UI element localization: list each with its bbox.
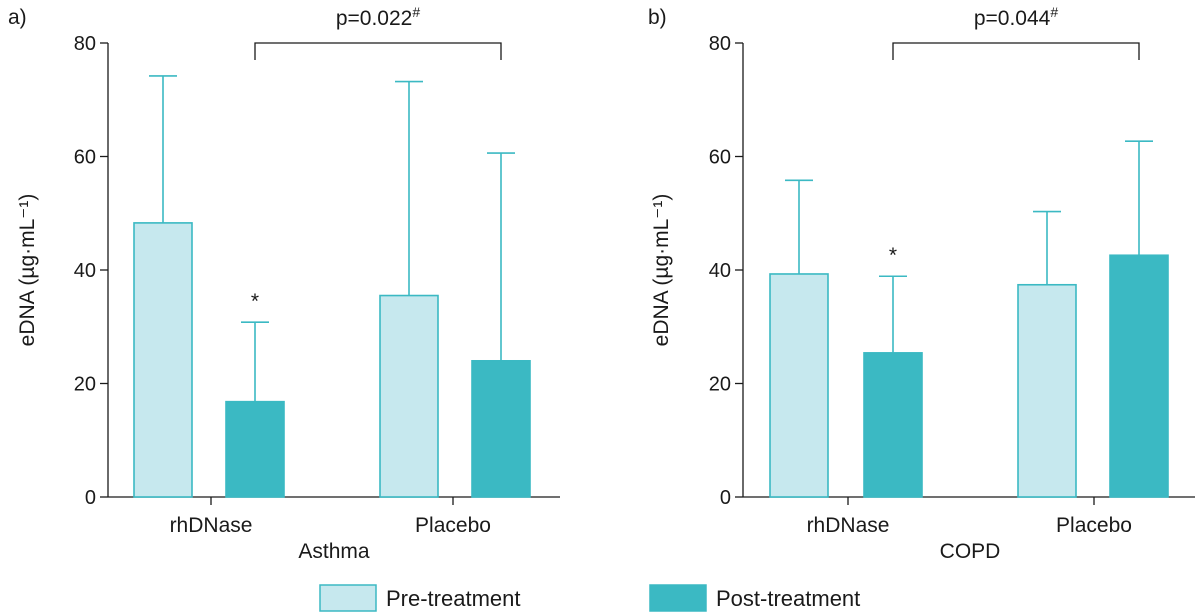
p-value-text: p=0.022 bbox=[336, 7, 413, 30]
y-axis-title-b: eDNA (µg·mL⁻¹) bbox=[650, 194, 673, 347]
p-value-superscript: # bbox=[412, 4, 420, 20]
comparison-bracket bbox=[892, 42, 1140, 60]
panel-copd: b) eDNA (µg·mL⁻¹) COPD 0 20 40 60 80 rhDNase P… bbox=[648, 4, 1195, 563]
y-axis-title-a: eDNA (µg·mL⁻¹) bbox=[16, 194, 39, 347]
legend-label-post: Post-treatment bbox=[716, 586, 860, 611]
legend-swatch-pre bbox=[319, 584, 377, 612]
p-value-label: p=0.022# bbox=[336, 4, 421, 30]
panel-asthma: a) eDNA (µg·mL⁻¹) Asthma 0 20 40 60 80 rhDNas… bbox=[8, 4, 560, 563]
bar-post-treatment-rhdnase bbox=[863, 352, 923, 498]
x-category-label: rhDNase bbox=[807, 514, 890, 537]
y-tick-label: 80 bbox=[709, 33, 731, 55]
y-tick-label: 40 bbox=[709, 260, 731, 282]
bar-post-treatment-placebo bbox=[471, 359, 531, 498]
bar-pre-treatment-rhdnase bbox=[769, 273, 829, 498]
x-axis-title-b: COPD bbox=[940, 540, 1001, 563]
y-tick-label: 60 bbox=[709, 147, 731, 169]
y-tick-label: 20 bbox=[74, 374, 96, 396]
x-axis-title-a: Asthma bbox=[298, 540, 370, 563]
y-tick-label: 40 bbox=[74, 260, 96, 282]
y-tick-label: 20 bbox=[709, 374, 731, 396]
legend: Pre-treatment Post-treatment bbox=[319, 584, 860, 612]
p-value-superscript: # bbox=[1050, 4, 1058, 20]
legend-swatch-post bbox=[649, 584, 707, 612]
legend-label-pre: Pre-treatment bbox=[386, 586, 521, 611]
y-tick-label: 0 bbox=[720, 487, 731, 509]
p-value-label: p=0.044# bbox=[974, 4, 1059, 30]
x-category-label: Placebo bbox=[1056, 514, 1132, 537]
x-category-label: Placebo bbox=[415, 514, 491, 537]
y-tick-label: 60 bbox=[74, 147, 96, 169]
y-tick-label: 0 bbox=[85, 487, 96, 509]
panel-label-b: b) bbox=[648, 6, 667, 29]
significance-star: * bbox=[889, 244, 897, 267]
bar-pre-treatment-placebo bbox=[379, 294, 439, 498]
y-tick-label: 80 bbox=[74, 33, 96, 55]
significance-star: * bbox=[251, 290, 259, 313]
p-value-text: p=0.044 bbox=[974, 7, 1051, 30]
bar-pre-treatment-rhdnase bbox=[133, 222, 193, 498]
comparison-bracket bbox=[254, 42, 502, 60]
panel-label-a: a) bbox=[8, 6, 27, 29]
x-category-label: rhDNase bbox=[170, 514, 253, 537]
bar-post-treatment-rhdnase bbox=[225, 400, 285, 498]
bar-pre-treatment-placebo bbox=[1017, 283, 1077, 498]
bar-post-treatment-placebo bbox=[1109, 254, 1169, 498]
